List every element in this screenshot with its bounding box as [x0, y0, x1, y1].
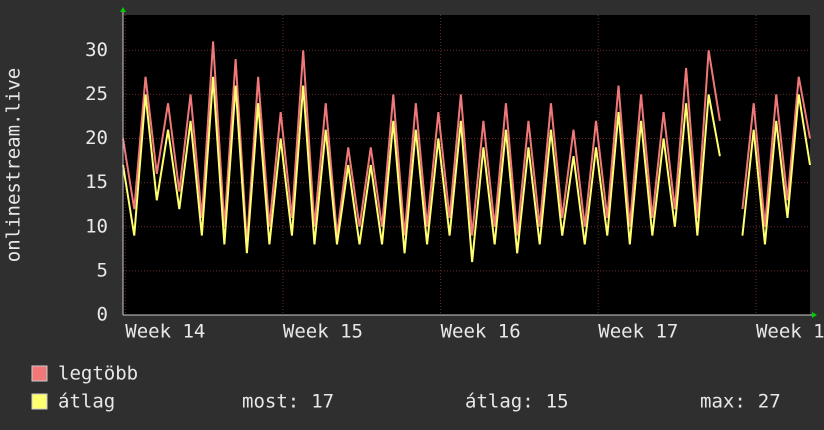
- x-tick-label: Week 16: [441, 321, 521, 343]
- y-tick-label: 15: [85, 171, 108, 193]
- y-tick-label: 30: [85, 39, 108, 61]
- x-tick-label: Week 14: [125, 321, 205, 343]
- x-tick-label: Week 15: [283, 321, 363, 343]
- y-tick-label: 20: [85, 127, 108, 149]
- stat-label: max:: [700, 391, 746, 413]
- series-line: [122, 76, 811, 263]
- y-axis-label: onlinestream.live: [3, 68, 25, 262]
- axis-arrow: [120, 7, 126, 12]
- x-tick-label: Week 18: [756, 321, 824, 343]
- x-tick-label: Week 17: [598, 321, 678, 343]
- stat-label: most:: [242, 391, 299, 413]
- legend-label: legtöbb: [58, 363, 138, 385]
- y-tick-label: 5: [97, 259, 108, 281]
- y-tick-label: 0: [97, 304, 108, 326]
- y-tick-label: 10: [85, 215, 108, 237]
- stat-value: 27: [758, 391, 781, 413]
- legend-label: átlag: [58, 391, 115, 413]
- stat-value: 15: [546, 391, 569, 413]
- axis-arrow: [812, 312, 817, 318]
- legend-swatch: [31, 393, 48, 410]
- series-line: [122, 41, 811, 245]
- stat-value: 17: [311, 391, 334, 413]
- y-tick-label: 25: [85, 83, 108, 105]
- stat-label: átlag:: [465, 391, 534, 413]
- legend-swatch: [31, 365, 48, 382]
